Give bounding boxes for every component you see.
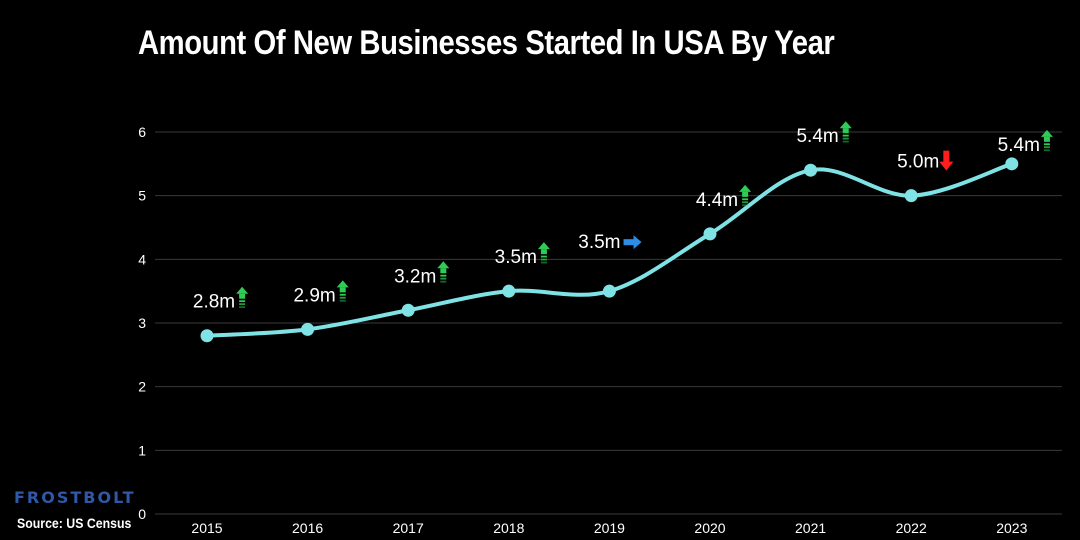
y-tick-label: 5 (138, 188, 146, 204)
data-point (301, 322, 315, 336)
data-label: 2.9m (293, 285, 335, 306)
data-point (401, 303, 415, 317)
data-point (502, 284, 516, 298)
data-label: 2.8m (193, 292, 235, 313)
trend-up-icon (739, 184, 752, 207)
y-tick-label: 0 (138, 506, 146, 522)
data-label: 3.2m (394, 266, 436, 287)
data-point (804, 163, 818, 177)
data-label: 4.4m (696, 190, 738, 211)
x-tick-label: 2016 (292, 520, 323, 536)
data-point (200, 329, 214, 343)
x-tick-label: 2020 (694, 520, 725, 536)
data-label: 5.4m (796, 126, 838, 147)
data-point (1005, 157, 1019, 171)
brand-logo: FROSTBOLT (14, 488, 136, 507)
x-tick-label: 2023 (996, 520, 1027, 536)
y-tick-label: 3 (138, 315, 146, 331)
trend-up-icon (839, 121, 852, 143)
data-label: 3.5m (495, 247, 537, 268)
y-tick-label: 6 (138, 124, 146, 140)
y-tick-label: 4 (138, 251, 146, 267)
chart-title: Amount Of New Businesses Started In USA … (138, 24, 835, 62)
trend-up-icon (236, 286, 249, 309)
x-tick-label: 2019 (594, 520, 625, 536)
trend-up-icon (1040, 129, 1053, 152)
trend-up-icon (437, 261, 450, 283)
x-tick-label: 2015 (191, 520, 222, 536)
x-tick-label: 2018 (493, 520, 524, 536)
data-label: 3.5m (578, 232, 620, 253)
data-point (904, 189, 918, 203)
data-label: 5.0m (897, 152, 939, 173)
data-point (602, 284, 616, 298)
x-tick-label: 2022 (896, 520, 927, 536)
data-label: 5.4m (998, 135, 1040, 156)
source-note: Source: US Census (17, 515, 132, 531)
trend-flat-icon (623, 235, 642, 250)
y-tick-label: 2 (138, 379, 146, 395)
trend-up-icon (336, 280, 349, 302)
trend-up-icon (537, 242, 550, 264)
trend-down-icon (939, 150, 954, 171)
x-tick-label: 2021 (795, 520, 826, 536)
x-tick-label: 2017 (393, 520, 424, 536)
data-point (703, 227, 717, 241)
y-tick-label: 1 (138, 442, 146, 458)
